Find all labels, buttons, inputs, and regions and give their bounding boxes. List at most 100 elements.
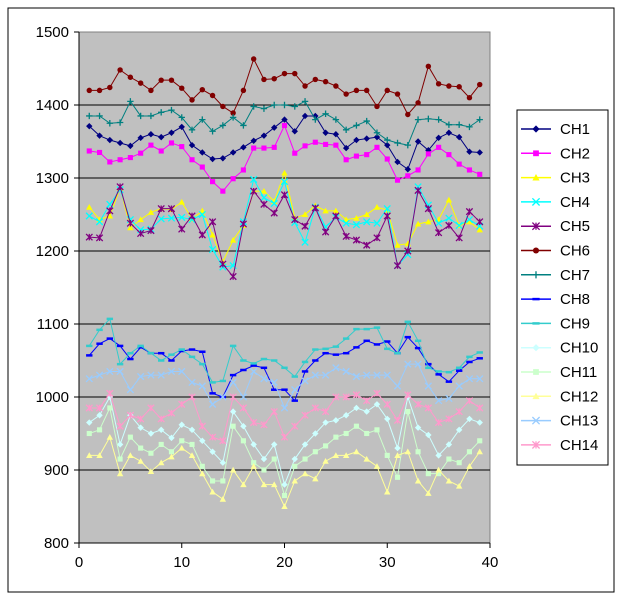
data-point <box>239 404 248 412</box>
data-point <box>271 441 278 448</box>
legend-label: CH14 <box>560 437 598 454</box>
data-point <box>199 207 206 214</box>
data-point <box>425 218 432 225</box>
data-point <box>86 204 93 210</box>
data-point <box>260 105 268 112</box>
data-point <box>445 415 453 423</box>
data-point <box>280 404 289 412</box>
data-point <box>425 151 431 157</box>
data-point <box>446 83 452 89</box>
legend-item: CH9 <box>521 315 590 332</box>
data-point <box>137 424 144 431</box>
data-point <box>445 129 453 136</box>
data-point <box>158 77 164 83</box>
legend-item: CH6 <box>521 243 590 260</box>
series-ch1 <box>86 112 483 173</box>
data-point <box>85 212 93 220</box>
data-point <box>271 481 278 488</box>
data-point <box>455 382 463 390</box>
data-point <box>271 76 277 82</box>
data-point <box>353 122 360 129</box>
legend-marker <box>532 271 540 279</box>
data-point <box>312 430 319 437</box>
data-point <box>383 205 391 213</box>
data-point <box>147 226 155 235</box>
data-point <box>414 424 422 431</box>
data-point <box>353 87 360 94</box>
data-point <box>260 375 268 383</box>
data-point <box>342 367 350 376</box>
legend-marker <box>533 369 539 375</box>
data-point <box>127 224 134 231</box>
data-point <box>476 116 483 123</box>
data-point <box>188 378 196 387</box>
data-point <box>95 404 104 412</box>
data-point <box>219 437 227 445</box>
legend-marker <box>532 392 540 400</box>
data-point <box>445 196 453 203</box>
data-point <box>250 187 258 195</box>
data-point <box>281 481 288 488</box>
data-point <box>240 87 247 94</box>
data-point <box>291 103 298 110</box>
data-point <box>404 391 412 399</box>
y-tick-label: 1000 <box>36 389 69 406</box>
data-point <box>476 419 483 426</box>
data-point <box>107 405 113 411</box>
data-point <box>219 496 227 502</box>
data-point <box>198 210 206 219</box>
data-point <box>116 139 124 147</box>
data-point <box>384 415 391 423</box>
data-point <box>189 157 195 163</box>
series-ch6 <box>86 56 483 118</box>
data-point <box>178 444 185 451</box>
data-point <box>168 140 175 146</box>
data-point <box>229 393 237 401</box>
y-tick-label: 1200 <box>36 243 69 260</box>
data-point <box>476 149 483 156</box>
data-point <box>86 452 93 458</box>
data-point <box>414 138 422 145</box>
data-point <box>476 404 484 412</box>
data-point <box>434 219 443 227</box>
data-point <box>393 261 402 270</box>
data-point <box>126 386 135 394</box>
data-point <box>209 128 216 135</box>
data-point <box>178 114 185 121</box>
data-point <box>209 155 216 163</box>
data-point <box>321 371 330 379</box>
x-tick-label: 40 <box>482 554 499 571</box>
series-ch7 <box>86 98 483 149</box>
data-point <box>158 148 164 154</box>
legend-marker <box>531 440 541 449</box>
data-point <box>281 492 288 499</box>
data-point <box>137 216 144 223</box>
data-point <box>466 148 473 155</box>
data-point <box>281 169 288 176</box>
data-point <box>230 176 236 182</box>
data-point <box>415 167 421 173</box>
data-point <box>189 441 195 448</box>
data-point <box>332 212 340 220</box>
data-point <box>178 421 185 428</box>
data-point <box>260 132 268 139</box>
data-point <box>219 122 227 129</box>
data-point <box>138 445 144 451</box>
data-point <box>434 418 443 427</box>
data-point <box>229 114 237 121</box>
data-point <box>466 94 473 101</box>
data-point <box>198 231 206 239</box>
data-point <box>106 433 114 440</box>
data-point <box>323 141 329 147</box>
data-point <box>136 229 145 238</box>
data-point <box>311 204 319 212</box>
data-point <box>352 236 361 244</box>
data-point <box>322 458 329 464</box>
data-point <box>219 459 227 466</box>
data-point <box>322 207 329 214</box>
data-point <box>220 478 226 484</box>
data-point <box>435 134 442 142</box>
data-point <box>332 364 340 372</box>
data-point <box>291 386 299 394</box>
data-point <box>373 129 381 136</box>
